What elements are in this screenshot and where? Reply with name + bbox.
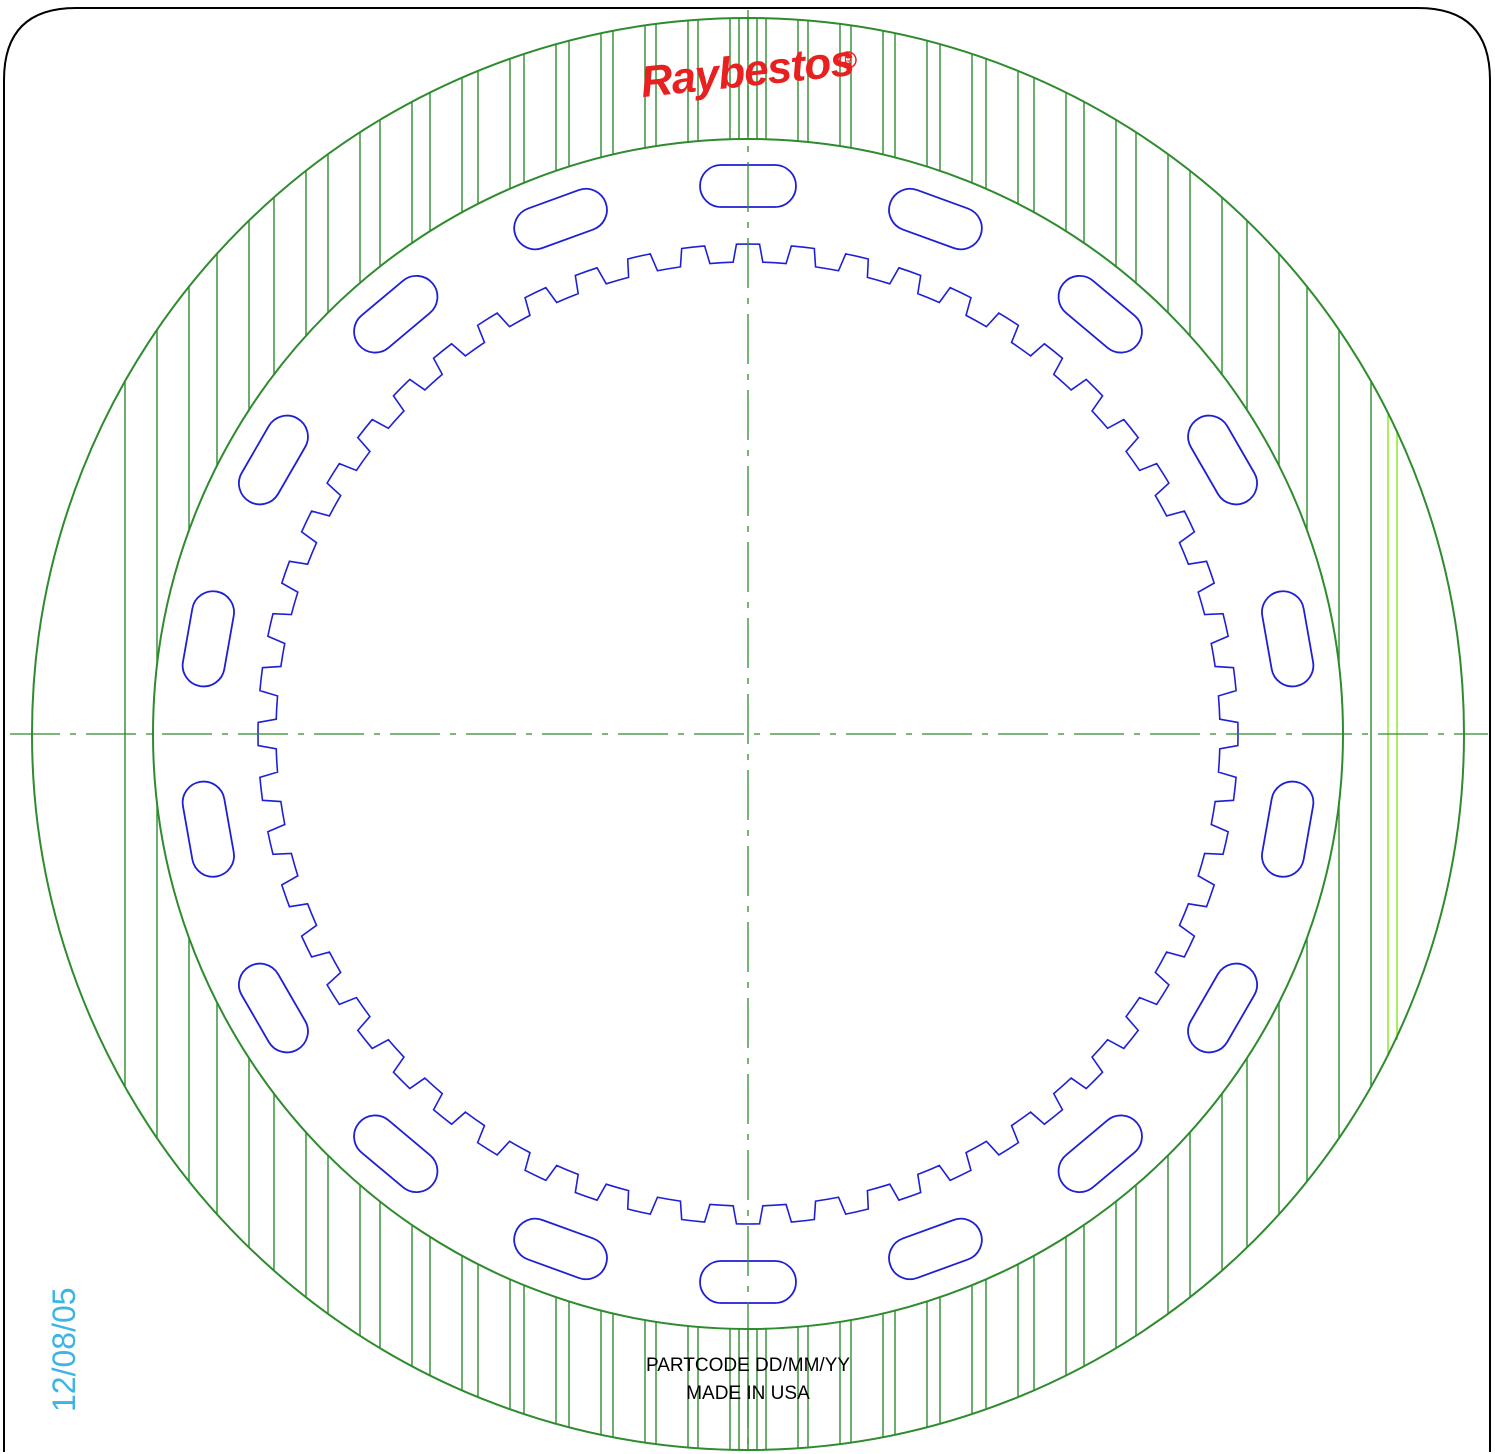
oil-slot: [1261, 590, 1315, 688]
oil-slot: [353, 1114, 439, 1194]
oil-slot: [888, 187, 983, 251]
oil-slot: [513, 187, 608, 251]
internal-spline-teeth: [257, 243, 1239, 1225]
registered-mark: R: [844, 56, 852, 68]
drawing-frame: [3, 7, 1491, 1452]
oil-slot: [181, 780, 235, 878]
oil-slot: [353, 274, 439, 354]
part-code-text: PARTCODE DD/MM/YY: [646, 1355, 850, 1376]
raybestos-logo: Raybestos: [638, 36, 855, 107]
made-in-usa-text: MADE IN USA: [686, 1383, 810, 1404]
oil-slot: [888, 1217, 983, 1281]
oil-slot: [238, 414, 309, 506]
oil-slot: [1187, 414, 1258, 506]
oil-slot: [181, 590, 235, 688]
oil-slot: [1187, 962, 1258, 1054]
oil-slot: [1057, 1114, 1143, 1194]
registered-trademark-icon: [839, 51, 857, 69]
oil-slot: [1261, 780, 1315, 878]
oil-slot: [513, 1217, 608, 1281]
oil-slots: [181, 164, 1315, 1304]
oil-slot: [238, 962, 309, 1054]
oil-slot: [1057, 274, 1143, 354]
